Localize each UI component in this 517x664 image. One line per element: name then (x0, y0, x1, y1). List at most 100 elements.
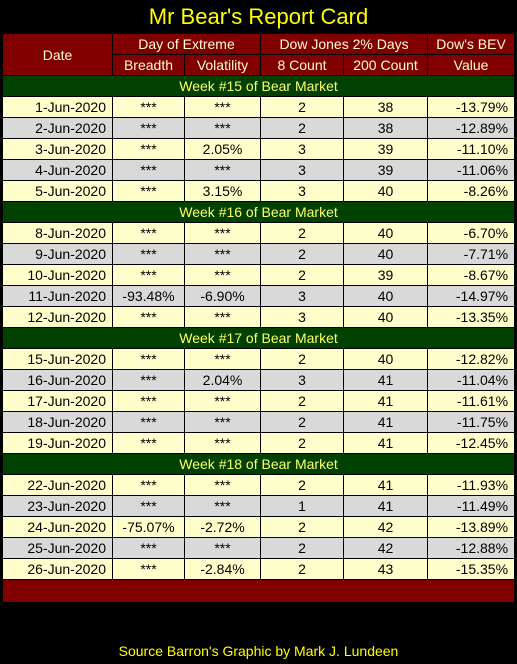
breadth-cell: *** (112, 96, 185, 118)
volatility-cell: *** (183, 117, 262, 139)
breadth-cell: *** (112, 180, 185, 202)
volatility-cell: *** (183, 96, 262, 118)
date-cell: 3-Jun-2020 (2, 138, 113, 160)
count8-cell: 3 (260, 138, 345, 160)
volatility-cell: *** (183, 348, 262, 370)
date-cell: 9-Jun-2020 (2, 243, 113, 265)
breadth-cell: *** (112, 411, 185, 433)
header-dow-2pct-days: Dow Jones 2% Days (260, 33, 429, 55)
date-cell: 12-Jun-2020 (2, 306, 113, 328)
count200-cell: 41 (343, 369, 429, 391)
header-row-1: Date Day of Extreme Dow Jones 2% Days Do… (2, 33, 516, 76)
week-label: Week #15 of Bear Market (1, 75, 516, 97)
count200-cell: 41 (343, 390, 429, 412)
volatility-cell: 2.04% (183, 369, 262, 391)
header-dow-bev: Dow's BEV (427, 33, 516, 55)
report-table: Date Day of Extreme Dow Jones 2% Days Do… (1, 33, 516, 603)
date-cell: 15-Jun-2020 (2, 348, 113, 370)
count8-cell: 3 (260, 285, 345, 307)
volatility-cell: -6.90% (183, 285, 262, 307)
count200-cell: 40 (343, 243, 429, 265)
table-row: 4-Jun-2020 *** *** 3 39 -11.06% (2, 159, 516, 181)
table-row: 8-Jun-2020 *** *** 2 40 -6.70% (2, 222, 516, 244)
date-cell: 5-Jun-2020 (2, 180, 113, 202)
header-date: Date (2, 33, 113, 76)
breadth-cell: *** (112, 243, 185, 265)
breadth-cell: *** (112, 369, 185, 391)
bev-value-cell: -11.49% (427, 495, 516, 517)
breadth-cell: *** (112, 222, 185, 244)
bev-value-cell: -13.89% (427, 516, 516, 538)
week-header-row: Week #18 of Bear Market (1, 453, 516, 475)
volatility-cell: *** (183, 243, 262, 265)
header-day-of-extreme: Day of Extreme (111, 33, 262, 55)
volatility-cell: *** (183, 411, 262, 433)
count8-cell: 2 (260, 432, 345, 454)
volatility-cell: *** (183, 537, 262, 559)
breadth-cell: *** (112, 138, 185, 160)
count200-cell: 40 (343, 348, 429, 370)
breadth-cell: -75.07% (112, 516, 185, 538)
table-row: 11-Jun-2020 -93.48% -6.90% 3 40 -14.97% (2, 285, 516, 307)
bev-value-cell: -11.93% (427, 474, 516, 496)
count8-cell: 2 (260, 243, 345, 265)
volatility-cell: *** (183, 159, 262, 181)
bev-value-cell: -12.88% (427, 537, 516, 559)
volatility-cell: *** (183, 306, 262, 328)
date-cell: 1-Jun-2020 (2, 96, 113, 118)
count8-cell: 2 (260, 222, 345, 244)
bev-value-cell: -13.35% (427, 306, 516, 328)
date-cell: 10-Jun-2020 (2, 264, 113, 286)
breadth-cell: *** (112, 348, 185, 370)
count200-cell: 41 (343, 432, 429, 454)
date-cell: 2-Jun-2020 (2, 117, 113, 139)
table-row: 19-Jun-2020 *** *** 2 41 -12.45% (2, 432, 516, 454)
count200-cell: 41 (343, 474, 429, 496)
bev-value-cell: -8.26% (427, 180, 516, 202)
header-200-count: 200 Count (343, 54, 429, 76)
bev-value-cell: -13.79% (427, 96, 516, 118)
breadth-cell: *** (112, 117, 185, 139)
count8-cell: 2 (260, 390, 345, 412)
date-cell: 19-Jun-2020 (2, 432, 113, 454)
count200-cell: 39 (343, 159, 429, 181)
count8-cell: 2 (260, 264, 345, 286)
count200-cell: 38 (343, 117, 429, 139)
count8-cell: 1 (260, 495, 345, 517)
bottom-band (1, 579, 516, 603)
volatility-cell: -2.72% (183, 516, 262, 538)
table-row: 12-Jun-2020 *** *** 3 40 -13.35% (2, 306, 516, 328)
breadth-cell: *** (112, 474, 185, 496)
table-row: 24-Jun-2020 -75.07% -2.72% 2 42 -13.89% (2, 516, 516, 538)
volatility-cell: 3.15% (183, 180, 262, 202)
report-title: Mr Bear's Report Card (148, 4, 369, 29)
table-row: 22-Jun-2020 *** *** 2 41 -11.93% (2, 474, 516, 496)
count8-cell: 3 (260, 369, 345, 391)
count200-cell: 40 (343, 180, 429, 202)
volatility-cell: *** (183, 390, 262, 412)
count8-cell: 2 (260, 411, 345, 433)
count8-cell: 2 (260, 474, 345, 496)
bev-value-cell: -12.82% (427, 348, 516, 370)
count200-cell: 40 (343, 306, 429, 328)
count200-cell: 41 (343, 411, 429, 433)
bottom-band-cell (1, 579, 516, 603)
bev-value-cell: -11.04% (427, 369, 516, 391)
week-label: Week #16 of Bear Market (1, 201, 516, 223)
header-volatility: Volatility (183, 54, 262, 76)
header-8-count: 8 Count (260, 54, 345, 76)
count8-cell: 2 (260, 516, 345, 538)
week-label: Week #17 of Bear Market (1, 327, 516, 349)
count200-cell: 43 (343, 558, 429, 580)
table-row: 25-Jun-2020 *** *** 2 42 -12.88% (2, 537, 516, 559)
table-row: 9-Jun-2020 *** *** 2 40 -7.71% (2, 243, 516, 265)
table-row: 17-Jun-2020 *** *** 2 41 -11.61% (2, 390, 516, 412)
date-cell: 25-Jun-2020 (2, 537, 113, 559)
table-row: 15-Jun-2020 *** *** 2 40 -12.82% (2, 348, 516, 370)
count200-cell: 39 (343, 264, 429, 286)
bev-value-cell: -12.89% (427, 117, 516, 139)
date-cell: 4-Jun-2020 (2, 159, 113, 181)
bev-value-cell: -7.71% (427, 243, 516, 265)
volatility-cell: 2.05% (183, 138, 262, 160)
breadth-cell: *** (112, 432, 185, 454)
